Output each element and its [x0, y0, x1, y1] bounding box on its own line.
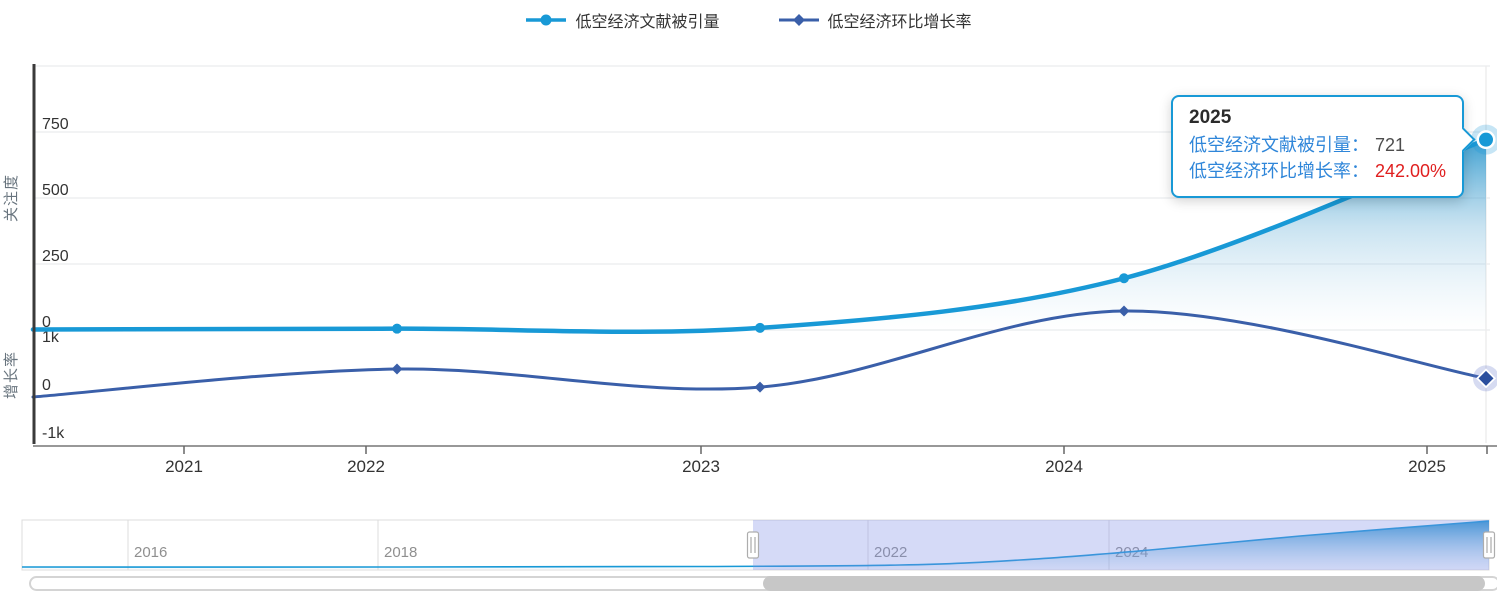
- data-zoom-year-label: 2022: [874, 544, 907, 561]
- y-axis-tick-label: 1k: [42, 328, 59, 346]
- data-zoom-preview-area: [22, 521, 1489, 569]
- data-point-marker[interactable]: [391, 363, 403, 375]
- data-point-marker[interactable]: [754, 381, 766, 393]
- line-circle-icon: [526, 14, 567, 26]
- data-point-marker[interactable]: [1479, 132, 1493, 147]
- horizontal-scrollbar-thumb[interactable]: [763, 576, 1485, 591]
- tooltip-value: 721: [1375, 135, 1406, 155]
- data-zoom-left-handle[interactable]: [746, 531, 760, 559]
- legend-item-growth-rate[interactable]: 低空经济环比增长率: [778, 8, 972, 32]
- tooltip-title: 2025: [1189, 107, 1232, 128]
- legend-item-citations[interactable]: 低空经济文献被引量: [525, 8, 720, 32]
- data-point-marker[interactable]: [1119, 273, 1129, 284]
- y-axis-tick-label: 500: [42, 182, 69, 199]
- y-axis-tick-label: 750: [42, 116, 69, 133]
- x-axis-tick-label: 2022: [347, 457, 385, 476]
- data-zoom-preview-line: [21, 520, 1490, 568]
- data-zoom-right-handle[interactable]: [1482, 531, 1496, 559]
- x-axis-tick-label: 2025: [1408, 457, 1446, 476]
- y-axis-tick-label: -1k: [42, 425, 65, 443]
- data-zoom-year-label: 2016: [134, 544, 168, 561]
- x-axis-tick-label: 2023: [682, 457, 720, 476]
- tooltip-row: 低空经济文献被引量： 721: [1189, 135, 1406, 155]
- y-axis-tick-label: 250: [42, 248, 69, 265]
- data-zoom-year-label: 2018: [384, 544, 418, 561]
- legend: 低空经济文献被引量 低空经济环比增长率: [0, 8, 1497, 32]
- line-diamond-icon: [778, 14, 819, 26]
- data-point-marker[interactable]: [1478, 370, 1494, 386]
- data-zoom-window[interactable]: [753, 520, 1489, 570]
- data-point-marker[interactable]: [392, 323, 402, 334]
- tooltip: 2025 低空经济文献被引量： 721 低空经济环比增长率： 242.00%: [1171, 95, 1476, 198]
- x-axis-tick-label: 2024: [1045, 457, 1083, 476]
- y-axis-tick-label: 0: [42, 377, 51, 394]
- x-axis-tick-label: 2021: [165, 457, 203, 476]
- legend-label: 低空经济环比增长率: [827, 14, 972, 31]
- tooltip-row: 低空经济环比增长率： 242.00%: [1189, 161, 1447, 181]
- data-point-marker[interactable]: [755, 322, 765, 333]
- tooltip-value: 242.00%: [1375, 161, 1447, 181]
- y-axis-tick-label: 0: [42, 314, 51, 331]
- legend-label: 低空经济文献被引量: [575, 14, 720, 31]
- data-point-marker[interactable]: [1118, 305, 1130, 317]
- series-citations-area: [33, 139, 1486, 332]
